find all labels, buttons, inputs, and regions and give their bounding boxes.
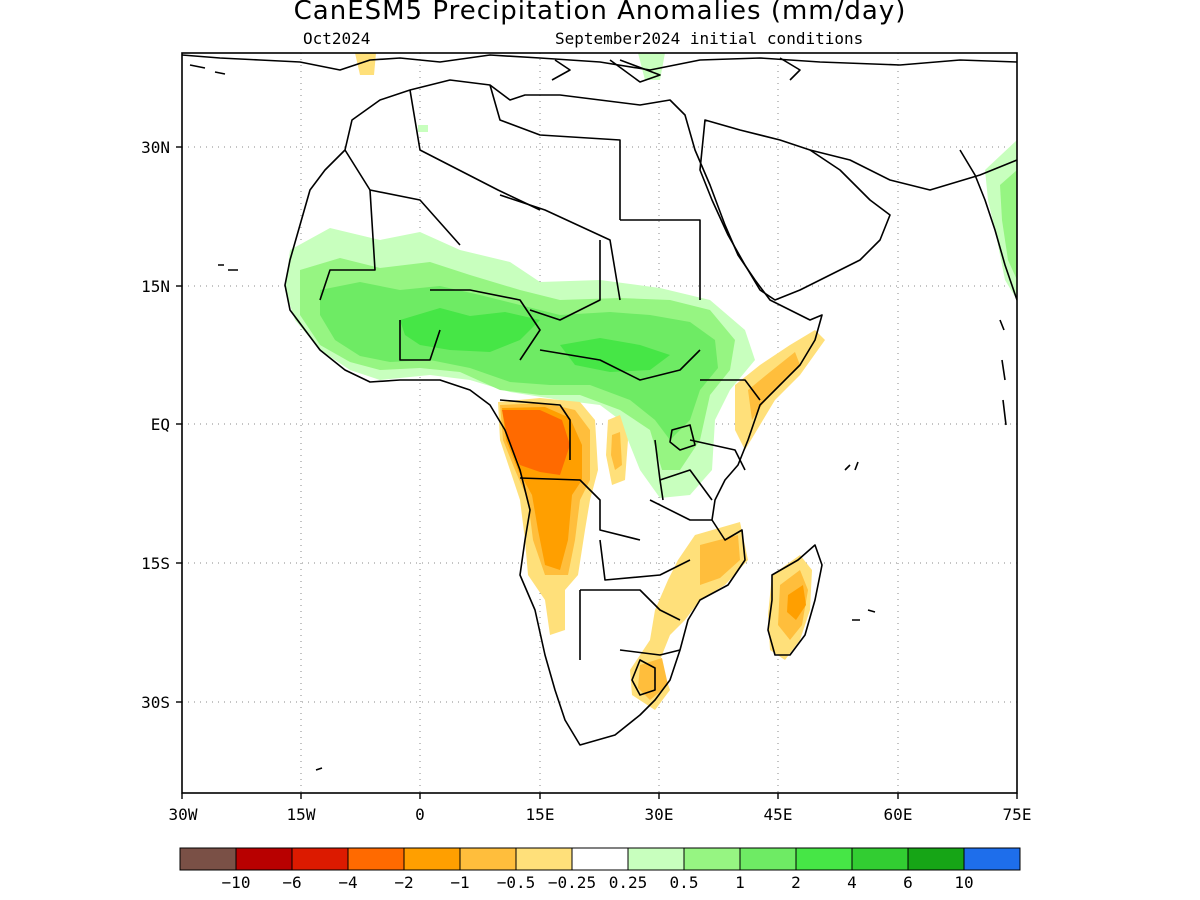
colorbar-label: −4 [338,873,357,892]
map-frame [181,52,1018,794]
colorbar-label: 0.25 [609,873,648,892]
colorbar-swatch [683,847,741,871]
colorbar-label: −1 [450,873,469,892]
colorbar-swatch [739,847,797,871]
lon-label: 30E [645,805,674,824]
colorbar-label: 4 [847,873,857,892]
lon-label: 30W [169,805,198,824]
colorbar-swatch [627,847,685,871]
colorbar-label: 6 [903,873,913,892]
colorbar-label: −2 [394,873,413,892]
lon-label: 75E [1003,805,1032,824]
wet-anomaly-areas [285,53,1017,498]
lon-label: 15E [526,805,555,824]
longitude-labels: 30W 15W 0 15E 30E 45E 60E 75E [169,805,1032,824]
colorbar-legend: −10 −6 −4 −2 −1 −0.5 −0.25 0.25 0.5 1 2 4 6 10 [179,847,1021,892]
colorbar-swatch [795,847,853,871]
forecast-month: Oct2024 [303,29,371,48]
axis-ticks [176,146,1018,799]
colorbar-swatch [963,847,1021,871]
coastlines [182,54,1017,771]
colorbar-label: −0.25 [548,873,596,892]
lon-label: 45E [764,805,793,824]
colorbar-swatch [851,847,909,871]
graticule [182,53,1017,793]
colorbar-swatch [907,847,965,871]
map-panel [182,53,1017,793]
colorbar-swatch [515,847,573,871]
lon-label: 60E [884,805,913,824]
lon-label: 15W [287,805,316,824]
colorbar-label: 2 [791,873,801,892]
colorbar-label: 0.5 [670,873,699,892]
lat-label: 15S [141,554,170,573]
lat-label: EQ [151,415,170,434]
lat-label: 30N [141,138,170,157]
initial-conditions-label: September2024 initial conditions [555,29,864,48]
latitude-labels: 30N 15N EQ 15S 30S [141,138,170,712]
colorbar-swatch [235,847,293,871]
colorbar-swatch [347,847,405,871]
map-title: CanESM5 Precipitation Anomalies (mm/day) [293,0,907,26]
colorbar-swatch [291,847,349,871]
dry-anomaly-areas [355,53,825,710]
colorbar-label: −6 [282,873,301,892]
colorbar-swatch [571,847,629,871]
colorbar-label: 10 [954,873,973,892]
colorbar-label: −0.5 [497,873,536,892]
lat-label: 30S [141,693,170,712]
colorbar-label: −10 [222,873,251,892]
lon-label: 0 [415,805,425,824]
colorbar-label: 1 [735,873,745,892]
colorbar-swatch [403,847,461,871]
colorbar-swatch [459,847,517,871]
lat-label: 15N [141,277,170,296]
colorbar-swatch [179,847,237,871]
